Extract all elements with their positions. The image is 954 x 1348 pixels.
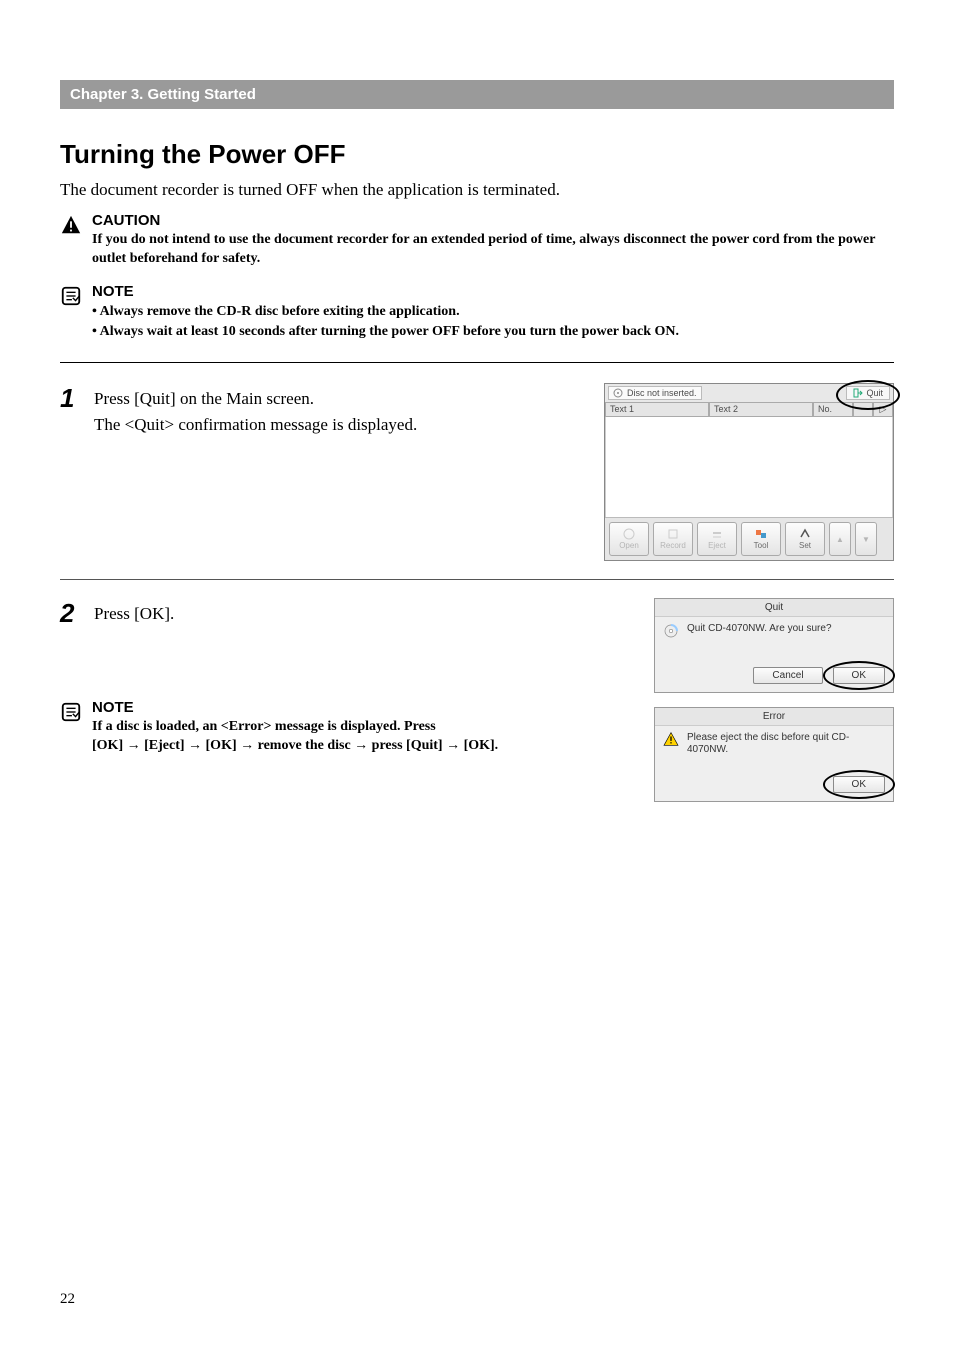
caution-label: CAUTION [92, 212, 894, 229]
nav-up-button[interactable]: ▲ [829, 522, 851, 556]
quit-cancel-button[interactable]: Cancel [753, 667, 822, 684]
note-icon [60, 701, 86, 728]
disc-status: Disc not inserted. [608, 386, 702, 400]
toolbar: Open Record Eject Tool [605, 517, 893, 560]
quit-dialog-message: Quit CD-4070NW. Are you sure? [687, 623, 885, 635]
quit-dialog: Quit Quit CD-4070NW. Are you sure? Cance… [654, 598, 894, 693]
note1-label: NOTE [92, 283, 679, 300]
col-text1[interactable]: Text 1 [605, 402, 709, 417]
section-title: Turning the Power OFF [60, 139, 894, 170]
error-dialog-title: Error [655, 708, 893, 726]
caution-callout: CAUTION If you do not intend to use the … [60, 212, 894, 269]
col-no[interactable]: No. [813, 402, 853, 417]
col-blank[interactable] [853, 402, 873, 417]
note2-body-b: [OK] → [Eject] → [OK] → remove the disc … [92, 738, 498, 753]
divider [60, 362, 894, 363]
error-ok-button[interactable]: OK [833, 776, 885, 793]
record-label: Record [660, 541, 686, 550]
main-screen-figure: Disc not inserted. Quit Text 1 Text 2 No… [604, 383, 894, 561]
open-label: Open [619, 541, 639, 550]
step2-number: 2 [60, 598, 94, 629]
step2-row: 2 Press [OK]. NOTE [60, 598, 894, 848]
note2-body-a: If a disc is loaded, an <Error> message … [92, 719, 436, 734]
list-area [605, 417, 893, 517]
section-intro: The document recorder is turned OFF when… [60, 180, 894, 200]
disc-icon [613, 388, 623, 398]
tool-button[interactable]: Tool [741, 522, 781, 556]
eject-icon [710, 528, 724, 540]
warning-icon [663, 732, 679, 746]
note-icon [60, 285, 86, 312]
caution-icon [60, 214, 86, 241]
record-icon [666, 528, 680, 540]
note1-bullet1: • Always remove the CD-R disc before exi… [92, 302, 679, 322]
column-headers: Text 1 Text 2 No. ▷ [605, 402, 893, 417]
set-label: Set [799, 541, 811, 550]
note2-callout: NOTE If a disc is loaded, an <Error> mes… [60, 699, 644, 756]
note1-callout: NOTE • Always remove the CD-R disc befor… [60, 283, 894, 343]
door-icon [853, 388, 863, 398]
tool-label: Tool [754, 541, 769, 550]
quit-dialog-title: Quit [655, 599, 893, 617]
quit-button[interactable]: Quit [846, 386, 890, 400]
step2-line1: Press [OK]. [94, 601, 644, 627]
chapter-bar: Chapter 3. Getting Started [60, 80, 894, 109]
step1-row: 1 Press [Quit] on the Main screen. The <… [60, 383, 894, 561]
col-play[interactable]: ▷ [873, 402, 893, 417]
error-dialog: Error Please eject the disc before quit … [654, 707, 894, 802]
open-icon [622, 528, 636, 540]
cd-icon [663, 623, 679, 639]
disc-status-text: Disc not inserted. [627, 388, 697, 398]
quit-label: Quit [866, 388, 883, 398]
divider-light [60, 579, 894, 580]
set-icon [798, 528, 812, 540]
eject-button[interactable]: Eject [697, 522, 737, 556]
nav-down-button[interactable]: ▼ [855, 522, 877, 556]
col-text2[interactable]: Text 2 [709, 402, 813, 417]
note2-label: NOTE [92, 699, 498, 716]
caution-body: If you do not intend to use the document… [92, 231, 894, 269]
main-screen: Disc not inserted. Quit Text 1 Text 2 No… [604, 383, 894, 561]
page: Chapter 3. Getting Started Turning the P… [0, 0, 954, 1348]
error-dialog-message: Please eject the disc before quit CD-407… [687, 732, 885, 756]
tool-icon [754, 528, 768, 540]
step1-number: 1 [60, 383, 94, 414]
eject-label: Eject [708, 541, 726, 550]
page-number: 22 [60, 1291, 75, 1308]
note1-bullet2: • Always wait at least 10 seconds after … [92, 322, 679, 342]
dialog-figures: Quit Quit CD-4070NW. Are you sure? Cance… [654, 598, 894, 802]
record-button[interactable]: Record [653, 522, 693, 556]
step1-line1: Press [Quit] on the Main screen. [94, 386, 594, 412]
set-button[interactable]: Set [785, 522, 825, 556]
quit-ok-button[interactable]: OK [833, 667, 885, 684]
open-button[interactable]: Open [609, 522, 649, 556]
step1-line2: The <Quit> confirmation message is displ… [94, 412, 594, 438]
